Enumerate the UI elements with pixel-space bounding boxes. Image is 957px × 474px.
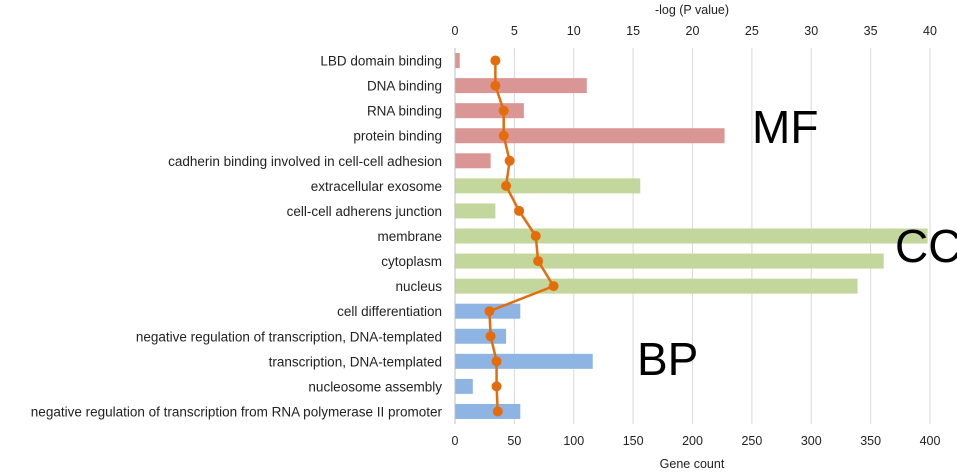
- bottom-tick-label: 300: [801, 434, 822, 448]
- bar: [455, 78, 587, 94]
- category-label: negative regulation of transcription, DN…: [136, 329, 442, 344]
- category-labels: LBD domain binding DNA binding RNA binding…: [31, 54, 443, 420]
- pvalue-point: [548, 281, 559, 292]
- bottom-axis-title: Gene count: [660, 457, 725, 471]
- group-label-cc: CC: [895, 220, 957, 272]
- top-tick-label: 5: [511, 24, 518, 38]
- top-tick-label: 40: [923, 24, 937, 38]
- bar: [455, 378, 473, 394]
- top-tick-label: 10: [567, 24, 581, 38]
- category-label: cell differentiation: [337, 304, 442, 319]
- bottom-tick-label: 400: [920, 434, 941, 448]
- pvalue-point: [484, 306, 495, 317]
- category-label: protein binding: [353, 129, 442, 144]
- pvalue-point: [490, 55, 501, 66]
- bar: [455, 253, 884, 269]
- bar: [455, 278, 858, 294]
- top-tick-label: 0: [452, 24, 459, 38]
- top-tick-label: 30: [804, 24, 818, 38]
- top-tick-label: 15: [626, 24, 640, 38]
- pvalue-point: [491, 381, 502, 392]
- pvalue-point: [498, 105, 509, 116]
- category-label: RNA binding: [367, 104, 442, 119]
- category-label: DNA binding: [367, 79, 442, 94]
- pvalue-line-series: [484, 55, 559, 417]
- bar: [455, 178, 641, 194]
- bar: [455, 153, 491, 169]
- pvalue-point: [498, 130, 509, 141]
- category-label: nucleus: [395, 279, 442, 294]
- category-label: extracellular exosome: [311, 179, 442, 194]
- pvalue-point: [490, 80, 501, 91]
- group-label-mf: MF: [752, 101, 818, 153]
- category-label: membrane: [377, 229, 442, 244]
- pvalue-point: [492, 406, 503, 417]
- category-label: nucleosome assembly: [308, 379, 442, 394]
- top-tick-label: 35: [864, 24, 878, 38]
- top-tick-label: 25: [745, 24, 759, 38]
- pvalue-point: [501, 180, 512, 191]
- bar: [455, 403, 521, 419]
- tick-labels: 0 50 100 150 200 250 300 350 400 0 5 10 15 20 25 30 35 40: [452, 24, 941, 448]
- group-label-bp: BP: [637, 333, 698, 385]
- bar: [455, 328, 507, 344]
- bottom-tick-label: 250: [741, 434, 762, 448]
- category-label: cadherin binding involved in cell-cell a…: [168, 154, 442, 169]
- bar: [455, 353, 593, 369]
- bar: [455, 228, 928, 244]
- pvalue-point: [491, 356, 502, 367]
- bar: [455, 53, 460, 69]
- pvalue-point: [533, 256, 544, 267]
- bottom-tick-label: 50: [507, 434, 521, 448]
- bottom-tick-label: 0: [452, 434, 459, 448]
- bottom-tick-label: 350: [860, 434, 881, 448]
- pvalue-point: [504, 155, 515, 166]
- bottom-tick-label: 200: [682, 434, 703, 448]
- top-axis-title: -log (P value): [655, 3, 729, 17]
- bar: [455, 203, 496, 219]
- category-label: cell-cell adherens junction: [287, 204, 442, 219]
- bar: [455, 128, 725, 144]
- pvalue-point: [530, 231, 541, 241]
- bar: [455, 103, 524, 119]
- category-label: negative regulation of transcription fro…: [31, 404, 443, 419]
- pvalue-point: [514, 205, 525, 216]
- category-label: LBD domain binding: [320, 54, 442, 69]
- pvalue-point: [485, 331, 496, 342]
- top-tick-label: 20: [686, 24, 700, 38]
- category-label: transcription, DNA-templated: [269, 354, 442, 369]
- category-label: cytoplasm: [381, 254, 442, 269]
- bottom-tick-label: 100: [563, 434, 584, 448]
- bottom-tick-label: 150: [623, 434, 644, 448]
